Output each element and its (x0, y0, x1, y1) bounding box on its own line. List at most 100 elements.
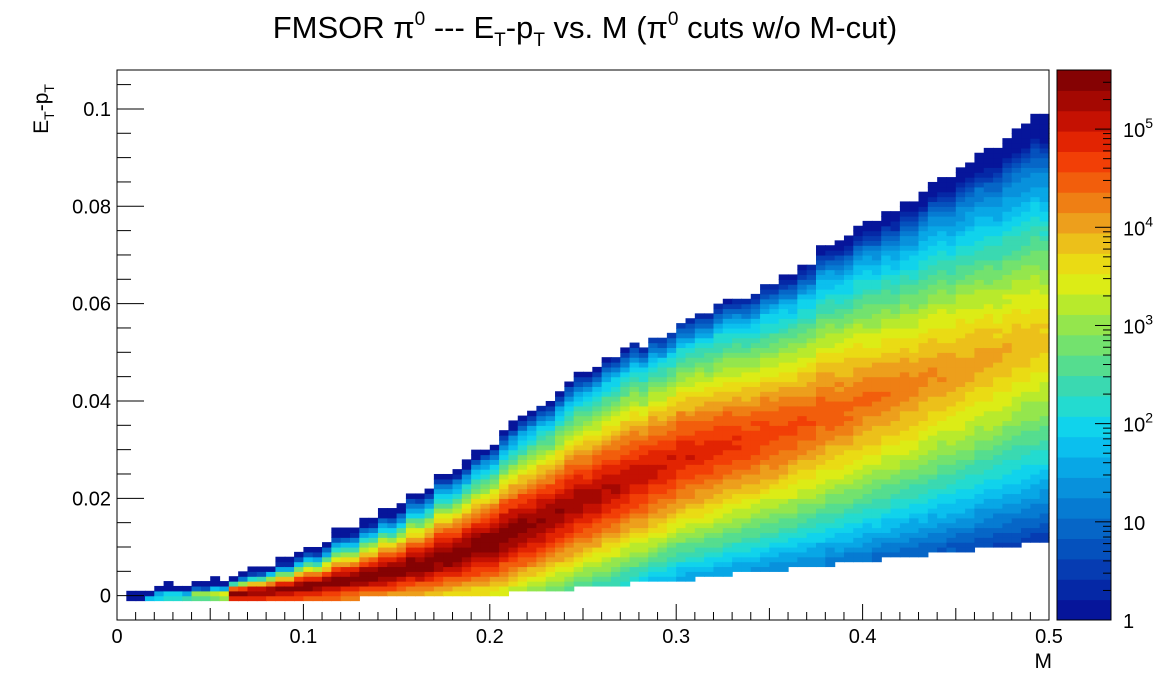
heatmap-cell (899, 298, 910, 305)
heatmap-cell (610, 473, 621, 480)
heatmap-cell (909, 546, 920, 553)
heatmap-cell (760, 537, 770, 543)
heatmap-cell (592, 488, 603, 495)
heatmap-cell (1002, 473, 1013, 480)
heatmap-cell (1039, 439, 1050, 446)
heatmap-cell (610, 542, 621, 548)
heatmap-cell (1030, 503, 1041, 509)
color-bar-band (1057, 497, 1111, 519)
heatmap-cell (1030, 357, 1041, 363)
heatmap-cell (899, 542, 910, 548)
heatmap-cell (517, 444, 528, 451)
heatmap-cell (927, 337, 938, 344)
heatmap-cell (955, 532, 966, 538)
heatmap-cell (862, 464, 873, 470)
heatmap-cell (1011, 522, 1022, 529)
heatmap-cell (1039, 323, 1050, 329)
heatmap-cell (629, 435, 640, 441)
heatmap-cell (294, 576, 304, 582)
heatmap-cell (862, 551, 873, 558)
heatmap-cell (666, 337, 677, 344)
heatmap-cell (853, 493, 864, 499)
heatmap-cell (834, 327, 845, 334)
heatmap-cell (834, 264, 845, 271)
heatmap-cell (638, 488, 649, 495)
heatmap-cell (722, 342, 733, 349)
heatmap-cell (713, 308, 724, 314)
heatmap-cell (704, 386, 715, 392)
heatmap-cell (713, 512, 724, 519)
heatmap-cell (471, 551, 482, 558)
heatmap-cell (1011, 430, 1022, 436)
heatmap-cell (592, 522, 603, 529)
heatmap-cell (1030, 469, 1041, 475)
heatmap-cell (545, 415, 556, 422)
heatmap-cell (732, 542, 743, 548)
heatmap-cell (359, 581, 370, 587)
heatmap-cell (527, 483, 537, 490)
heatmap-cell (825, 478, 836, 485)
heatmap-cell (340, 576, 351, 582)
heatmap-cell (797, 405, 808, 412)
heatmap-cell (983, 517, 994, 524)
heatmap-cell (918, 342, 929, 349)
heatmap-cell (881, 469, 892, 475)
heatmap-cell (788, 420, 798, 426)
heatmap-cell (648, 371, 659, 378)
heatmap-cell (685, 459, 696, 465)
heatmap-cell (443, 478, 454, 485)
heatmap-cell (638, 546, 649, 553)
heatmap-cell (797, 410, 808, 417)
heatmap-cell (946, 303, 957, 310)
heatmap-cell (862, 391, 873, 397)
heatmap-cell (890, 478, 901, 485)
heatmap-cell (415, 522, 426, 529)
heatmap-cell (890, 245, 901, 251)
heatmap-cell (853, 556, 864, 563)
heatmap-cell (555, 425, 565, 431)
heatmap-cell (946, 264, 957, 271)
heatmap-cell (527, 469, 537, 475)
heatmap-cell (1002, 459, 1013, 465)
heatmap-cell (508, 454, 519, 460)
heatmap-cell (955, 508, 966, 514)
heatmap-cell (769, 503, 780, 509)
heatmap-cell (983, 332, 994, 339)
heatmap-cell (610, 362, 621, 368)
heatmap-cell (1002, 279, 1013, 285)
heatmap-cell (760, 396, 770, 402)
heatmap-cell (946, 478, 957, 485)
heatmap-cell (564, 542, 575, 548)
heatmap-cell (983, 240, 994, 246)
heatmap-cell (545, 430, 556, 436)
heatmap-cell (937, 211, 948, 217)
heatmap-cell (825, 488, 836, 495)
heatmap-cell (685, 439, 696, 446)
heatmap-cell (797, 473, 808, 480)
heatmap-cell (816, 323, 826, 329)
heatmap-cell (443, 532, 454, 538)
heatmap-cell (629, 498, 640, 504)
heatmap-cell (946, 381, 957, 387)
heatmap-cell (965, 415, 976, 422)
heatmap-cell (741, 444, 752, 451)
heatmap-cell (1002, 454, 1013, 460)
heatmap-cell (899, 459, 910, 465)
heatmap-cell (899, 289, 910, 295)
heatmap-cell (564, 454, 575, 460)
heatmap-cell (983, 147, 994, 154)
heatmap-cell (610, 425, 621, 431)
heatmap-cell (955, 371, 966, 378)
heatmap-cell (722, 546, 733, 553)
heatmap-cell (890, 362, 901, 368)
heatmap-cell (685, 430, 696, 436)
heatmap-cell (312, 590, 323, 597)
heatmap-cell (1021, 220, 1031, 227)
heatmap-cell (694, 439, 705, 446)
heatmap-cell (638, 527, 649, 533)
heatmap-cell (965, 327, 976, 334)
heatmap-cell (741, 405, 752, 412)
heatmap-cell (536, 576, 547, 582)
heatmap-cell (713, 371, 724, 378)
heatmap-cell (545, 585, 556, 592)
